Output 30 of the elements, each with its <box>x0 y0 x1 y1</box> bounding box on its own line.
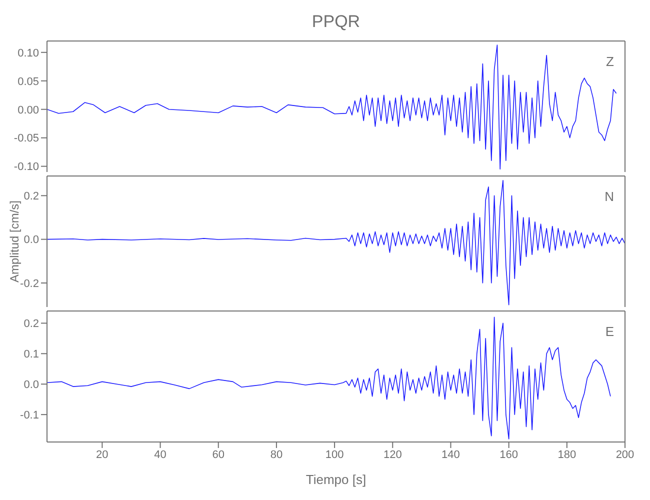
y-tick-label: 0.0 <box>24 234 39 246</box>
annotation: E <box>605 324 614 339</box>
y-tick-label: 0.1 <box>24 348 39 361</box>
y-tick-label: -0.1 <box>20 409 39 422</box>
x-tick-label: 80 <box>270 448 283 461</box>
y-tick-label: 0.05 <box>18 76 39 88</box>
annotation: Z <box>606 54 614 69</box>
line-series <box>47 180 625 306</box>
y-axis-title: Amplitud [cm/s] <box>7 200 22 283</box>
annotation: N <box>604 189 614 204</box>
line-series <box>47 44 617 170</box>
x-axis-title: Tiempo [s] <box>306 472 366 487</box>
y-tick-label: -0.2 <box>20 278 39 290</box>
y-tick-label: -0.05 <box>14 132 39 145</box>
x-tick-label: 180 <box>558 448 576 461</box>
x-tick-label: 60 <box>212 448 224 461</box>
x-tick-label: 200 <box>616 448 634 461</box>
x-tick-label: 120 <box>383 448 402 461</box>
x-tick-label: 140 <box>442 448 460 461</box>
x-tick-label: 20 <box>96 448 108 461</box>
y-tick-label: 0.2 <box>24 190 39 203</box>
x-tick-label: 100 <box>325 448 344 461</box>
y-tick-label: 0.10 <box>18 47 39 60</box>
y-tick-label: -0.10 <box>14 161 39 174</box>
y-tick-label: 0.0 <box>24 379 39 392</box>
y-tick-label: 0.2 <box>24 318 39 330</box>
chart-title: PPQR <box>310 11 362 33</box>
y-tick-label: 0.00 <box>18 104 39 116</box>
x-tick-label: 160 <box>500 448 518 461</box>
x-tick-label: 40 <box>154 448 166 461</box>
